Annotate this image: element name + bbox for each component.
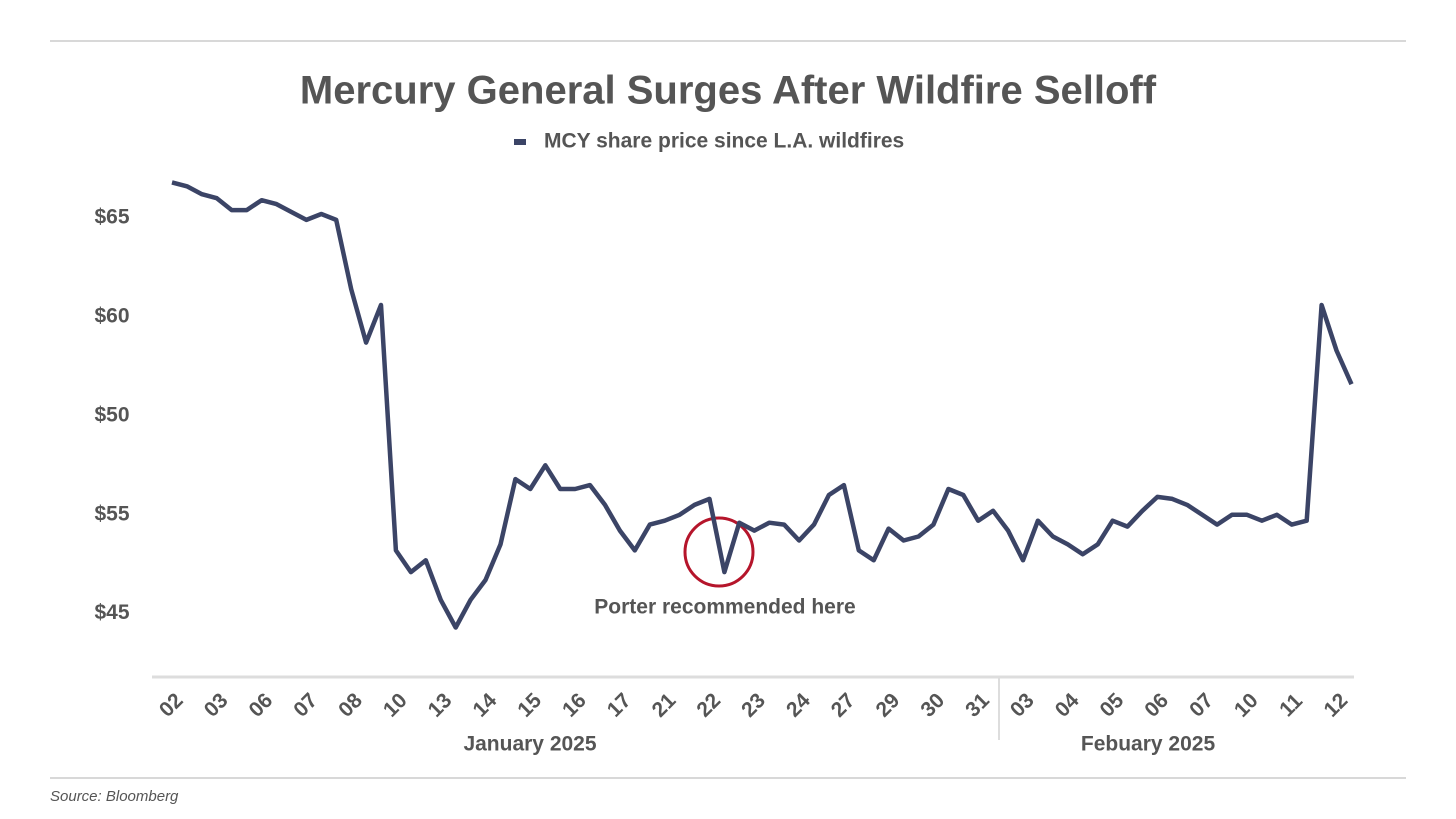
annotation-circle xyxy=(683,516,755,588)
y-tick-label: $45 xyxy=(94,601,129,624)
x-tick-label: 11 xyxy=(1275,689,1307,721)
y-tick-label: $65 xyxy=(94,206,129,229)
x-tick-label: 21 xyxy=(648,689,681,722)
x-tick-label: 23 xyxy=(737,689,770,722)
x-tick-label: 08 xyxy=(334,689,367,722)
x-tick-label: 13 xyxy=(424,689,457,722)
x-tick-label: 07 xyxy=(1185,689,1218,722)
y-tick-label: $60 xyxy=(94,304,129,327)
x-tick-label: 07 xyxy=(289,689,322,722)
x-tick-label: 12 xyxy=(1319,689,1352,722)
x-tick-label: 14 xyxy=(468,689,501,722)
x-tick-label: 03 xyxy=(1006,689,1039,722)
x-tick-label: 03 xyxy=(200,689,233,722)
x-tick-label: 27 xyxy=(827,689,860,722)
legend-swatch xyxy=(514,139,526,145)
x-tick-label: 10 xyxy=(379,689,412,722)
group-label: Febuary 2025 xyxy=(1081,733,1216,756)
x-tick-label: 15 xyxy=(513,689,546,722)
legend-label: MCY share price since L.A. wildfires xyxy=(544,130,904,153)
y-tick-label: $55 xyxy=(94,502,129,525)
x-tick-label: 17 xyxy=(603,689,636,722)
x-tick-label: 10 xyxy=(1230,689,1263,722)
x-tick-label: 16 xyxy=(558,689,591,722)
chart-title: Mercury General Surges After Wildfire Se… xyxy=(300,69,1157,113)
x-tick-label: 30 xyxy=(916,689,949,722)
annotation: Porter recommended here xyxy=(594,596,855,619)
x-tick-label: 05 xyxy=(1096,689,1129,722)
source: Source: Bloomberg xyxy=(50,788,179,805)
x-tick-label: 22 xyxy=(692,689,725,722)
group-label: January 2025 xyxy=(463,733,596,756)
y-tick-label: $50 xyxy=(94,403,129,426)
price-line xyxy=(171,180,1354,630)
x-tick-label: 24 xyxy=(782,689,815,722)
x-tick-label: 04 xyxy=(1051,689,1084,722)
x-tick-label: 06 xyxy=(1140,689,1173,722)
x-tick-label: 02 xyxy=(155,689,188,722)
x-tick-label: 06 xyxy=(245,689,278,722)
x-tick-label: 29 xyxy=(872,689,905,722)
x-tick-label: 31 xyxy=(961,689,994,722)
